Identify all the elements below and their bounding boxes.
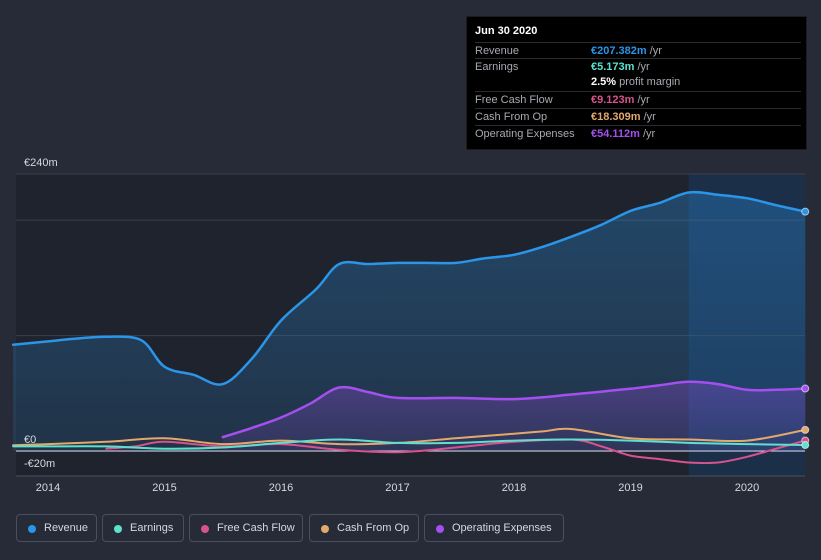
revenue-endpoint: [801, 207, 810, 216]
legend-dot-icon: [201, 525, 209, 533]
tooltip-date: Jun 30 2020: [475, 25, 538, 37]
cash-from-op-line: [12, 427, 807, 447]
cash-from-op-endpoint: [801, 425, 810, 434]
y-tick-label: €0: [24, 434, 36, 446]
x-tick-label: 2015: [152, 482, 176, 494]
tooltip-value: €54.112m /yr: [591, 128, 656, 140]
tooltip-value: 2.5% profit margin: [591, 76, 681, 88]
legend-label: Revenue: [44, 522, 89, 534]
tooltip-value: €5.173m /yr: [591, 61, 650, 73]
tooltip-row-cash-from-op: Cash From Op €18.309m /yr: [475, 108, 801, 125]
legend-item-free-cash-flow[interactable]: Free Cash Flow: [189, 514, 303, 542]
legend-label: Cash From Op: [337, 522, 410, 534]
tooltip-label: Revenue: [475, 45, 520, 57]
legend-dot-icon: [436, 525, 444, 533]
tooltip-row-earnings: Earnings €5.173m /yr: [475, 58, 801, 75]
y-tick-label: €240m: [24, 157, 58, 169]
tooltip-label: Earnings: [475, 61, 519, 73]
tooltip-row-revenue: Revenue €207.382m /yr: [475, 42, 801, 59]
revenue-line: [11, 190, 807, 386]
legend-dot-icon: [28, 525, 36, 533]
earnings-endpoint: [801, 441, 810, 450]
earnings-line: [12, 438, 807, 450]
tooltip-label: Operating Expenses: [475, 128, 575, 140]
legend-item-earnings[interactable]: Earnings: [102, 514, 184, 542]
legend-item-revenue[interactable]: Revenue: [16, 514, 97, 542]
tooltip-value: €9.123m /yr: [591, 94, 650, 106]
legend-dot-icon: [114, 525, 122, 533]
tooltip-value: €207.382m /yr: [591, 45, 662, 57]
x-tick-label: 2018: [502, 482, 526, 494]
tooltip-value: €18.309m /yr: [591, 111, 656, 123]
x-tick-label: 2014: [36, 482, 60, 494]
tooltip-label: Free Cash Flow: [475, 94, 553, 106]
legend-label: Operating Expenses: [452, 522, 552, 534]
y-tick-label: -€20m: [24, 458, 55, 470]
x-tick-label: 2016: [269, 482, 293, 494]
x-tick-label: 2020: [735, 482, 759, 494]
tooltip-row-free-cash-flow: Free Cash Flow €9.123m /yr: [475, 91, 801, 108]
legend-dot-icon: [321, 525, 329, 533]
x-tick-label: 2017: [385, 482, 409, 494]
legend-label: Earnings: [130, 522, 174, 534]
tooltip-panel: Jun 30 2020 Revenue €207.382m /yr Earnin…: [466, 16, 807, 150]
operating-expenses-endpoint: [801, 384, 810, 393]
legend-item-cash-from-op[interactable]: Cash From Op: [309, 514, 419, 542]
operating-expenses-area: [222, 381, 806, 451]
legend-item-operating-expenses[interactable]: Operating Expenses: [424, 514, 564, 542]
operating-expenses-line: [221, 380, 807, 439]
tooltip-label: Cash From Op: [475, 111, 548, 123]
x-tick-label: 2019: [618, 482, 642, 494]
tooltip-row-profit-margin: 2.5% profit margin: [475, 74, 801, 90]
tooltip-row-operating-expenses: Operating Expenses €54.112m /yr: [475, 125, 801, 142]
legend-label: Free Cash Flow: [217, 522, 295, 534]
revenue-area: [13, 192, 806, 451]
